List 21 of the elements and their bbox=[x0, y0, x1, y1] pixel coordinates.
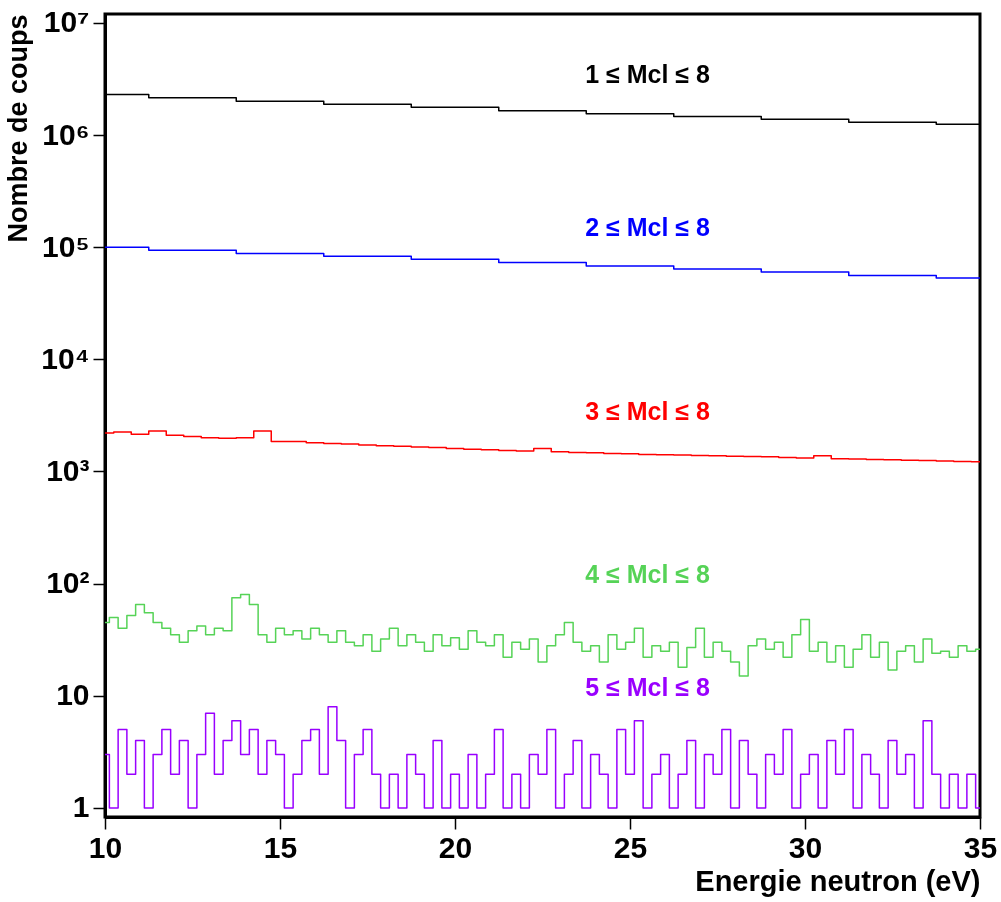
x-tick-label: 15 bbox=[263, 830, 298, 864]
x-axis-title: Energie neutron (eV) bbox=[695, 864, 981, 897]
y-tick-label: 10³ bbox=[46, 453, 90, 487]
y-tick-label: 10⁷ bbox=[43, 5, 90, 39]
x-tick-label: 20 bbox=[438, 830, 473, 864]
x-tick-label: 25 bbox=[613, 830, 648, 864]
x-tick-label: 30 bbox=[788, 830, 823, 864]
series-label: 2 ≤ Mcl ≤ 8 bbox=[585, 213, 710, 242]
y-tick-label: 10⁶ bbox=[42, 117, 90, 151]
x-tick-label: 35 bbox=[963, 830, 998, 864]
x-tick-label: 10 bbox=[88, 830, 123, 864]
y-tick-label: 10⁴ bbox=[41, 341, 90, 375]
y-axis-title: Nombre de coups bbox=[3, 14, 34, 243]
y-tick-label: 1 bbox=[72, 790, 90, 824]
series-label: 1 ≤ Mcl ≤ 8 bbox=[585, 60, 710, 89]
y-tick-label: 10⁵ bbox=[42, 229, 90, 263]
series-label: 5 ≤ Mcl ≤ 8 bbox=[585, 672, 710, 701]
series-label: 3 ≤ Mcl ≤ 8 bbox=[585, 396, 710, 425]
y-tick-label: 10 bbox=[56, 678, 90, 712]
y-tick-label: 10² bbox=[46, 566, 90, 600]
series-label: 4 ≤ Mcl ≤ 8 bbox=[585, 560, 710, 589]
